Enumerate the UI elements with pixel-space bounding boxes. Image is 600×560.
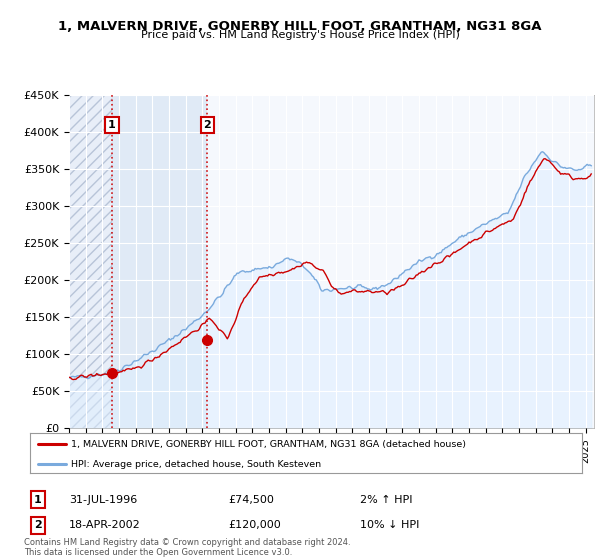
- Text: 2: 2: [34, 520, 41, 530]
- Text: £120,000: £120,000: [228, 520, 281, 530]
- Text: 2: 2: [203, 120, 211, 130]
- Bar: [69, 95, 112, 428]
- Text: 10% ↓ HPI: 10% ↓ HPI: [360, 520, 419, 530]
- Text: 1: 1: [34, 494, 41, 505]
- Text: 1, MALVERN DRIVE, GONERBY HILL FOOT, GRANTHAM, NG31 8GA: 1, MALVERN DRIVE, GONERBY HILL FOOT, GRA…: [58, 20, 542, 32]
- Text: 1: 1: [108, 120, 116, 130]
- Text: 2% ↑ HPI: 2% ↑ HPI: [360, 494, 413, 505]
- Text: 1, MALVERN DRIVE, GONERBY HILL FOOT, GRANTHAM, NG31 8GA (detached house): 1, MALVERN DRIVE, GONERBY HILL FOOT, GRA…: [71, 440, 466, 449]
- Bar: [112, 95, 207, 428]
- Text: Price paid vs. HM Land Registry's House Price Index (HPI): Price paid vs. HM Land Registry's House …: [140, 30, 460, 40]
- Text: 31-JUL-1996: 31-JUL-1996: [69, 494, 137, 505]
- Text: Contains HM Land Registry data © Crown copyright and database right 2024.
This d: Contains HM Land Registry data © Crown c…: [24, 538, 350, 557]
- Text: £74,500: £74,500: [228, 494, 274, 505]
- Text: HPI: Average price, detached house, South Kesteven: HPI: Average price, detached house, Sout…: [71, 460, 322, 469]
- Text: 18-APR-2002: 18-APR-2002: [69, 520, 141, 530]
